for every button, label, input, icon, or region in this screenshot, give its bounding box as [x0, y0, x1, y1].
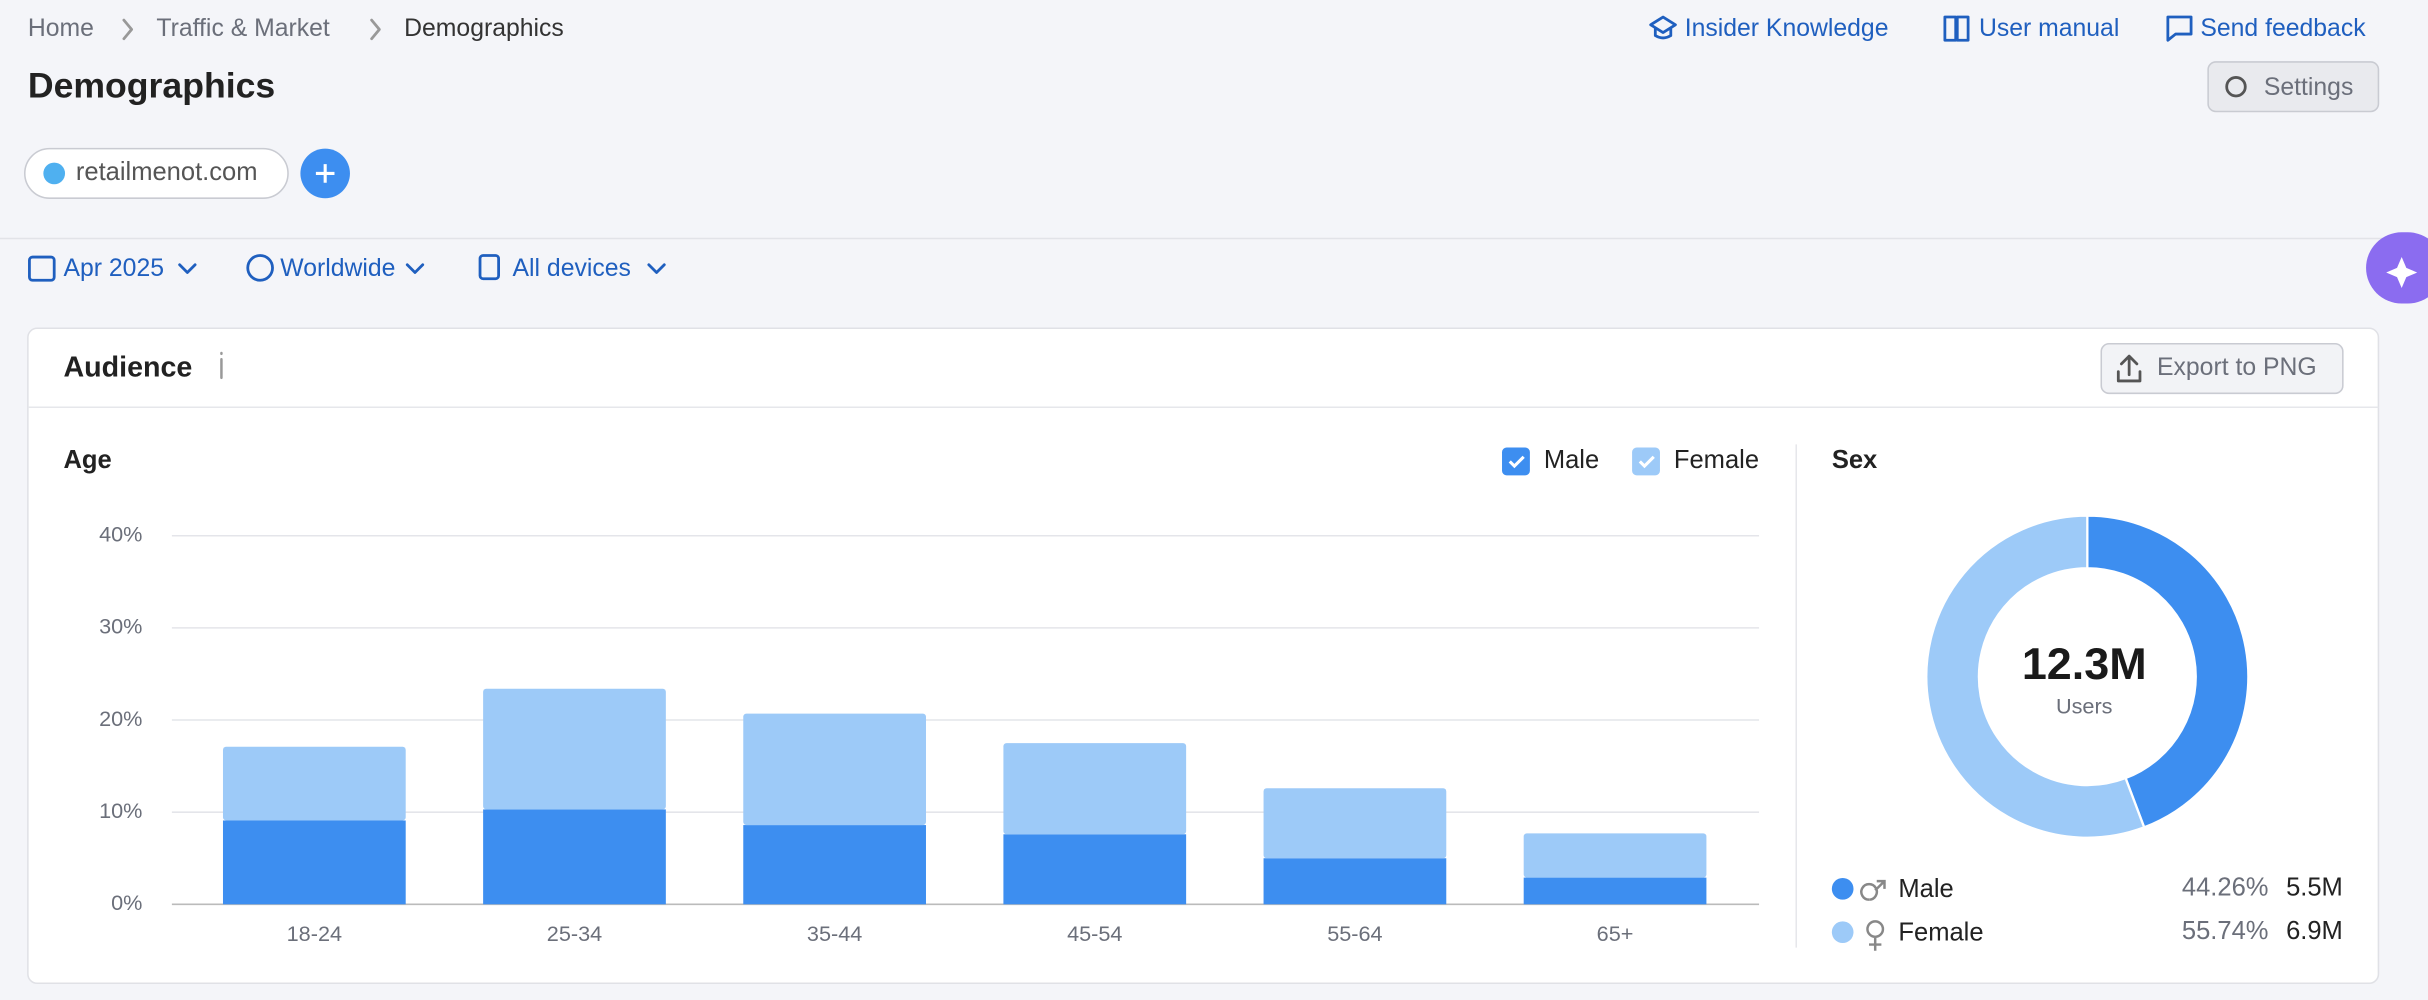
legend-label: Female [1898, 918, 1983, 946]
filter[interactable]: Apr 2025 [63, 255, 164, 282]
x-tick-label: 18-24 [287, 921, 342, 946]
sex-symbol [1866, 920, 1885, 951]
y-tick-label: 0% [111, 890, 142, 915]
sex-symbol [1860, 879, 1886, 901]
header-link[interactable]: User manual [1979, 15, 2119, 42]
bar-segment [1523, 833, 1707, 878]
count-label: 5.5M [2286, 874, 2343, 902]
settings-icon [2225, 76, 2247, 98]
check-mark [1508, 455, 1525, 469]
value-label: 55.74% [2182, 917, 2269, 945]
center-value: 12.3M [2022, 638, 2147, 689]
filter[interactable]: All devices [513, 255, 631, 282]
bar-segment [743, 713, 926, 826]
legend-label: Female [1674, 446, 1759, 474]
plus-icon [315, 164, 335, 183]
donut-slice [1925, 514, 2146, 839]
breadcrumb-separator [122, 18, 134, 41]
export-label: Export to PNG [2157, 354, 2317, 381]
page-title: Demographics [28, 66, 275, 106]
globe-icon [246, 254, 274, 282]
feedback-icon [2166, 15, 2193, 42]
card-title-text: Audience [63, 351, 192, 383]
center-label: Users [2056, 693, 2113, 718]
x-tick-label: 35-44 [807, 921, 862, 946]
bar-segment [1263, 858, 1447, 905]
legend-dot [1831, 921, 1854, 944]
calendar-icon [28, 255, 56, 282]
x-tick-label: 65+ [1597, 921, 1634, 946]
x-tick-label: 45-54 [1067, 921, 1122, 946]
chevron [178, 263, 197, 274]
bar-segment [222, 820, 406, 905]
domain-pill[interactable] [24, 147, 289, 199]
domain-label: retailmenot.com [76, 158, 258, 186]
y-tick-label: 40% [99, 521, 142, 546]
donut-slice [2086, 514, 2250, 829]
y-tick-label: 10% [99, 798, 142, 823]
bar-segment [483, 809, 666, 905]
insider-icon [1649, 15, 1677, 40]
sparkle-icon [2386, 257, 2418, 289]
x-tick-label: 55-64 [1327, 921, 1382, 946]
chevron [647, 263, 666, 274]
chevron [405, 263, 425, 274]
bar-segment [743, 825, 926, 905]
charts: Age Male Female 0% 10% 20% 30% 40% 18-24 25-34 35-… [63, 446, 2343, 951]
breadcrumb[interactable]: Traffic & Market [156, 15, 330, 42]
chart-title: Age [63, 446, 111, 474]
breadcrumb-current: Demographics [404, 15, 564, 42]
export-icon [2116, 354, 2142, 383]
bar-segment [1003, 834, 1187, 905]
check-mark [1638, 455, 1655, 469]
manual-icon [1943, 15, 1970, 42]
devices-icon [478, 254, 501, 281]
y-tick-label: 20% [99, 706, 142, 731]
bar-segment [1003, 743, 1187, 835]
filter[interactable]: Worldwide [280, 255, 395, 282]
export-button[interactable] [2100, 342, 2344, 395]
breadcrumb-separator [370, 18, 381, 41]
settings-button[interactable] [2207, 61, 2380, 113]
chart-title: Sex [1832, 446, 1878, 474]
bar-segment [1523, 877, 1707, 905]
bar-segment [483, 688, 666, 810]
y-tick-label: 30% [99, 614, 142, 639]
legend-label: Male [1898, 875, 1953, 903]
x-tick-label: 25-34 [547, 921, 602, 946]
legend-dot [1831, 877, 1854, 900]
header-link[interactable]: Send feedback [2200, 15, 2366, 42]
count-label: 6.9M [2286, 917, 2343, 945]
card-title: Audience [63, 351, 192, 383]
legend-label: Male [1544, 446, 1599, 474]
domain-dot [43, 162, 66, 185]
legend-checkbox[interactable] [1502, 447, 1530, 476]
bar-segment [222, 746, 406, 821]
bar-segment [1263, 788, 1447, 859]
settings-label: Settings [2264, 74, 2354, 101]
breadcrumb[interactable]: Home [28, 15, 94, 42]
header-link[interactable]: Insider Knowledge [1685, 15, 1889, 42]
legend-checkbox[interactable] [1632, 447, 1660, 476]
value-label: 44.26% [2182, 874, 2269, 902]
